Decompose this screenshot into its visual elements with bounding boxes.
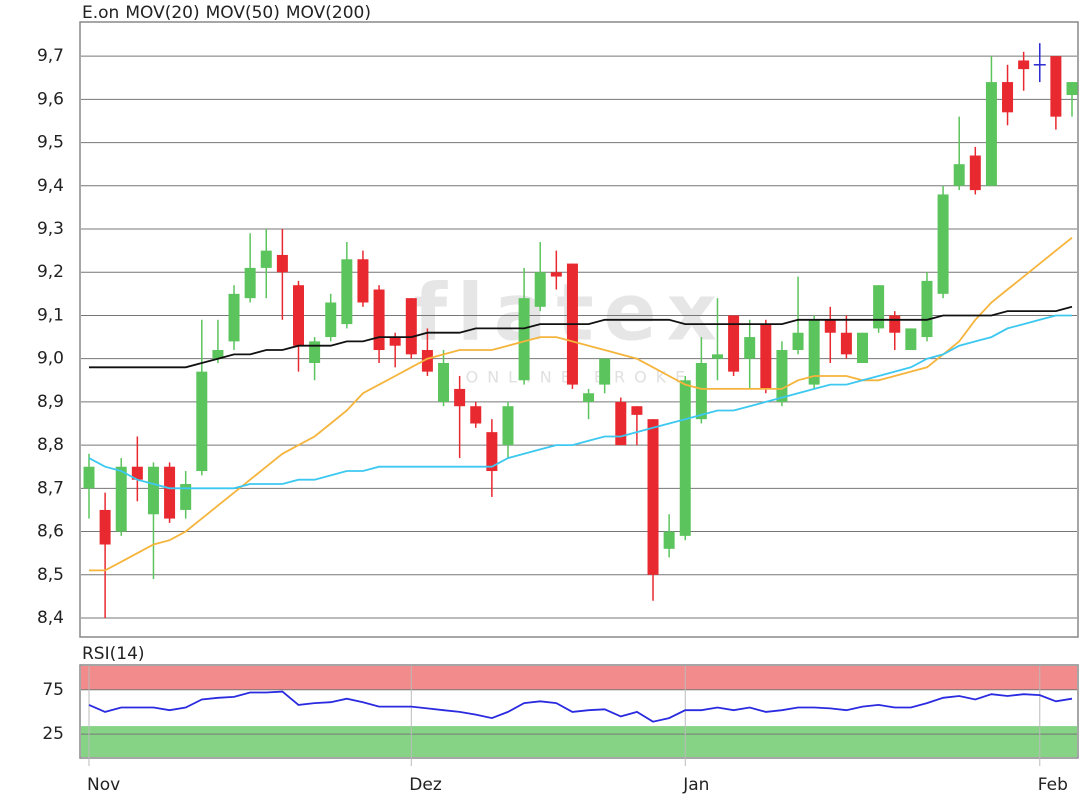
y-tick-label: 8,5 <box>37 565 64 585</box>
candle-body <box>83 466 95 489</box>
y-tick-label: 9,2 <box>37 262 64 282</box>
y-tick-label: 8,9 <box>37 392 64 412</box>
candle-body <box>438 362 450 402</box>
candle-body <box>583 393 595 402</box>
candle-body <box>1002 82 1014 113</box>
candle-body <box>244 267 256 299</box>
moving-average <box>89 236 1073 572</box>
candle-body <box>615 401 627 446</box>
candle-body <box>647 419 659 575</box>
candle-body <box>953 164 965 186</box>
candle-body <box>131 466 143 480</box>
candle-body <box>292 285 304 346</box>
overbought-band <box>81 666 1077 690</box>
candle-body <box>792 332 804 351</box>
y-tick-label: 25 <box>42 724 64 744</box>
candle-body <box>695 362 707 420</box>
moving-average <box>88 314 1072 490</box>
candle-body <box>985 82 997 186</box>
x-tick-label: Jan <box>682 775 709 795</box>
candle-body <box>550 272 562 277</box>
candle-body <box>228 293 240 342</box>
y-tick-label: 9,3 <box>37 219 64 239</box>
watermark: flatex <box>413 268 727 358</box>
x-tick-label: Nov <box>87 775 120 795</box>
candle-body <box>889 315 901 333</box>
candle-body <box>711 354 723 359</box>
watermark-sub: ONLINE BROKER <box>466 368 715 387</box>
oversold-band <box>81 726 1077 757</box>
candle-body <box>454 388 466 407</box>
rsi-line <box>88 690 1073 723</box>
candle-body <box>212 350 224 359</box>
candle-body <box>1050 56 1062 117</box>
y-tick-label: 9,0 <box>37 349 64 369</box>
y-tick-label: 9,1 <box>37 305 64 325</box>
candle-body <box>679 380 691 536</box>
candle-body <box>502 406 514 446</box>
candle-body <box>599 358 611 385</box>
legend-entry: E.on <box>82 3 119 23</box>
candle-body <box>760 324 772 389</box>
candle-body <box>147 466 159 515</box>
y-tick-label: 8,4 <box>37 608 64 628</box>
candle-body <box>776 350 788 402</box>
rsi-title: RSI(14) <box>82 644 145 664</box>
candle-body <box>196 371 208 472</box>
candle-body <box>1018 60 1030 70</box>
x-tick-label: Dez <box>409 775 442 795</box>
candle-body <box>309 341 321 363</box>
candle-body <box>421 350 433 372</box>
y-tick-label: 8,8 <box>37 435 64 455</box>
candle-body <box>824 319 836 333</box>
candle-body <box>486 432 498 472</box>
candle-body <box>744 337 756 359</box>
candle-body <box>1066 82 1078 96</box>
candle-body <box>969 155 981 191</box>
candle-body <box>534 272 546 307</box>
candle-body <box>518 298 530 381</box>
y-tick-label: 9,6 <box>37 89 64 109</box>
candle-body <box>905 328 917 351</box>
candle-body <box>728 315 740 372</box>
candle-body <box>325 302 337 338</box>
moving-average <box>89 305 1073 369</box>
legend-entry: MOV(20) <box>125 3 199 23</box>
y-tick-label: 75 <box>42 680 64 700</box>
candle-body <box>99 509 111 545</box>
candle-body <box>164 466 176 519</box>
y-tick-label: 9,5 <box>37 133 64 153</box>
candle-body <box>470 406 482 424</box>
x-tick-label: Feb <box>1038 775 1068 795</box>
rsi-panel-frame <box>79 664 1079 759</box>
candle-body <box>840 332 852 355</box>
legend-entry: MOV(200) <box>286 3 371 23</box>
candle-body <box>808 319 820 385</box>
candle-body <box>276 254 288 273</box>
candle-body <box>260 250 272 268</box>
y-tick-label: 8,7 <box>37 478 64 498</box>
y-tick-label: 8,6 <box>37 522 64 542</box>
candle-body <box>373 289 385 351</box>
candle-body <box>937 194 949 294</box>
candle-body <box>115 466 127 532</box>
candle-body <box>921 280 933 338</box>
candle-body <box>873 285 885 329</box>
y-tick-label: 9,4 <box>37 176 64 196</box>
candle-body <box>857 332 869 363</box>
candle-body <box>180 484 192 510</box>
y-tick-label: 9,7 <box>37 46 64 66</box>
candle-body <box>663 531 675 549</box>
price-panel-frame <box>79 21 1079 638</box>
legend-entry: MOV(50) <box>206 3 280 23</box>
candle-body <box>405 298 417 355</box>
candle-body <box>341 259 353 325</box>
candle-body <box>357 259 369 303</box>
candle-body <box>631 406 643 415</box>
candle-body <box>389 337 401 346</box>
